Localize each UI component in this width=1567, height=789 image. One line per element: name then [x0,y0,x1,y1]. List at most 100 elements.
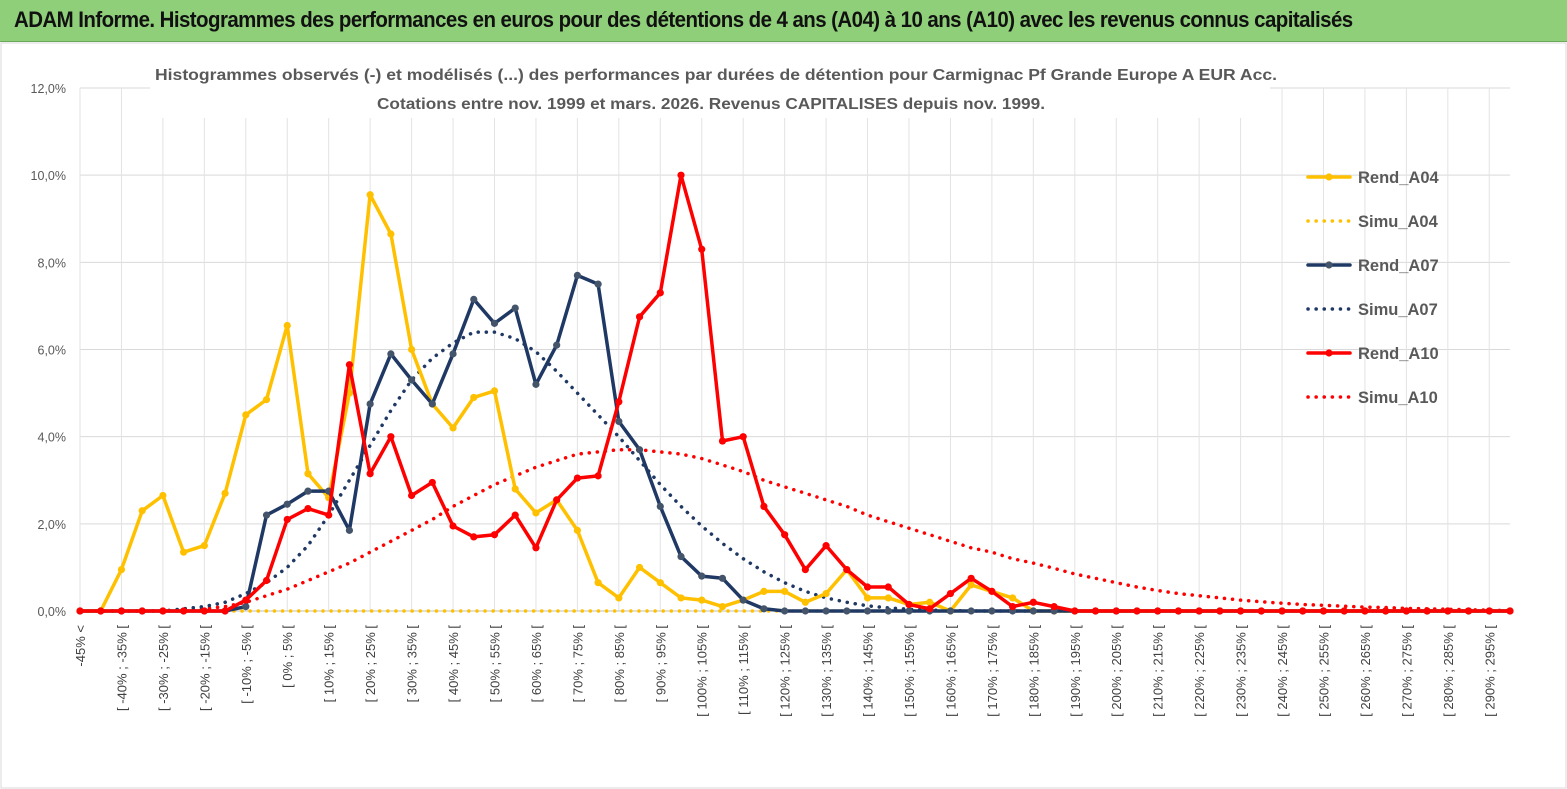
point-rend-a04 [822,589,830,598]
point-rend-a07 [470,295,478,303]
point-rend-a10 [884,583,892,591]
x-tick-label: [ 200% ; 205% [ [1109,625,1124,717]
x-tick-label: [ 260% ; 265% [ [1358,625,1373,717]
point-rend-a10 [1195,607,1203,615]
point-rend-a10 [428,478,436,487]
series-line-rend-a10 [78,173,1512,613]
point-rend-a10 [760,502,768,510]
point-rend-a04 [345,389,354,397]
point-rend-a07 [967,607,975,615]
point-rend-a07 [988,607,996,615]
point-rend-a10 [1423,607,1431,615]
point-rend-a10 [262,576,271,585]
point-rend-a04 [242,411,250,419]
point-rend-a10 [905,600,913,609]
point-rend-a10 [532,544,540,552]
point-rend-a10 [967,574,975,582]
point-rend-a10 [1029,598,1037,606]
point-rend-a04 [781,587,789,595]
point-rend-a04 [180,548,188,556]
point-rend-a04 [635,563,644,572]
point-rend-a10 [97,607,105,615]
legend-marker [1325,173,1333,181]
x-tick-label: [ 120% ; 125% [ [778,625,793,717]
point-rend-a10 [656,289,664,297]
point-rend-a07 [1029,607,1037,615]
x-tick-label: [ 80% ; 85% [ [612,625,627,703]
point-rend-a10 [304,504,312,513]
x-tick-label: [ 50% ; 55% [ [487,625,502,703]
point-rend-a10 [946,589,955,598]
point-rend-a04 [511,485,519,493]
x-tick-label: [ 90% ; 95% [ [653,625,668,703]
point-rend-a07 [387,350,395,358]
point-rend-a10 [553,496,561,504]
x-tick-label: [ 290% ; 295% [ [1482,625,1497,717]
chart-title-line2: Cotations entre nov. 1999 et mars. 2026.… [377,96,1045,113]
y-tick-label: 0,0% [38,605,67,619]
point-rend-a10 [1402,607,1410,615]
point-rend-a04 [926,598,934,606]
point-rend-a04 [1009,594,1017,602]
point-rend-a07 [718,574,727,582]
point-rend-a10 [1154,607,1162,615]
point-rend-a10 [635,313,644,321]
point-rend-a04 [449,424,457,432]
point-rend-a07 [345,526,354,534]
point-rend-a10 [1340,607,1348,615]
point-rend-a04 [117,565,126,574]
point-rend-a07 [822,607,830,615]
y-tick-label: 4,0% [38,431,67,445]
legend-label: Simu_A07 [1358,301,1438,319]
point-rend-a04 [407,345,416,354]
point-rend-a10 [242,596,250,604]
point-rend-a04 [677,594,685,602]
point-rend-a04 [698,596,706,604]
point-rend-a10 [1257,607,1265,615]
point-rend-a10 [863,583,872,591]
point-rend-a10 [325,511,333,519]
point-rend-a04 [594,579,602,587]
series-layer [76,171,1514,615]
legend-marker [1325,261,1333,269]
point-rend-a10 [1361,607,1369,615]
y-tick-label: 8,0% [38,256,67,270]
x-tick-label: [ 110% ; 115% [ [736,625,751,715]
point-rend-a04 [656,579,664,587]
point-rend-a04 [159,491,167,500]
point-rend-a10 [1236,607,1245,615]
header-banner: ADAM Informe. Histogrammes des performan… [0,0,1567,42]
point-rend-a10 [221,607,229,615]
point-rend-a07 [428,400,436,408]
point-rend-a04 [801,598,809,606]
x-tick-label: [ -10% ; -5% [ [239,625,254,704]
point-rend-a10 [677,171,685,179]
point-rend-a10 [449,522,457,530]
legend-label: Simu_A10 [1358,389,1438,407]
point-rend-a07 [553,341,561,349]
point-rend-a07 [946,607,955,615]
point-rend-a07 [884,607,892,615]
point-rend-a10 [138,607,146,615]
series-line-simu-a10 [78,447,1512,613]
point-rend-a10 [1485,607,1493,615]
point-rend-a07 [801,607,809,615]
point-rend-a04 [283,321,291,330]
x-tick-label: [ 60% ; 65% [ [529,625,544,703]
x-tick-label: [ -40% ; -35% [ [114,625,129,711]
y-tick-label: 10,0% [31,169,66,183]
point-rend-a04 [573,526,581,534]
point-rend-a04 [760,587,768,595]
x-tick-label: [ 150% ; 155% [ [902,625,917,717]
point-rend-a04 [221,489,229,497]
point-rend-a07 [615,417,623,426]
point-rend-a10 [1091,607,1100,615]
point-rend-a07 [843,607,851,615]
point-rend-a07 [635,446,644,454]
point-rend-a10 [159,607,167,615]
y-axis-ticks: 0,0% 2,0% 4,0% 6,0% 8,0% 10,0% 12,0% [31,82,66,619]
point-rend-a07 [407,376,416,384]
point-rend-a10 [1444,607,1452,615]
point-rend-a10 [1133,607,1141,615]
x-tick-label: [ 10% ; 15% [ [322,625,337,703]
